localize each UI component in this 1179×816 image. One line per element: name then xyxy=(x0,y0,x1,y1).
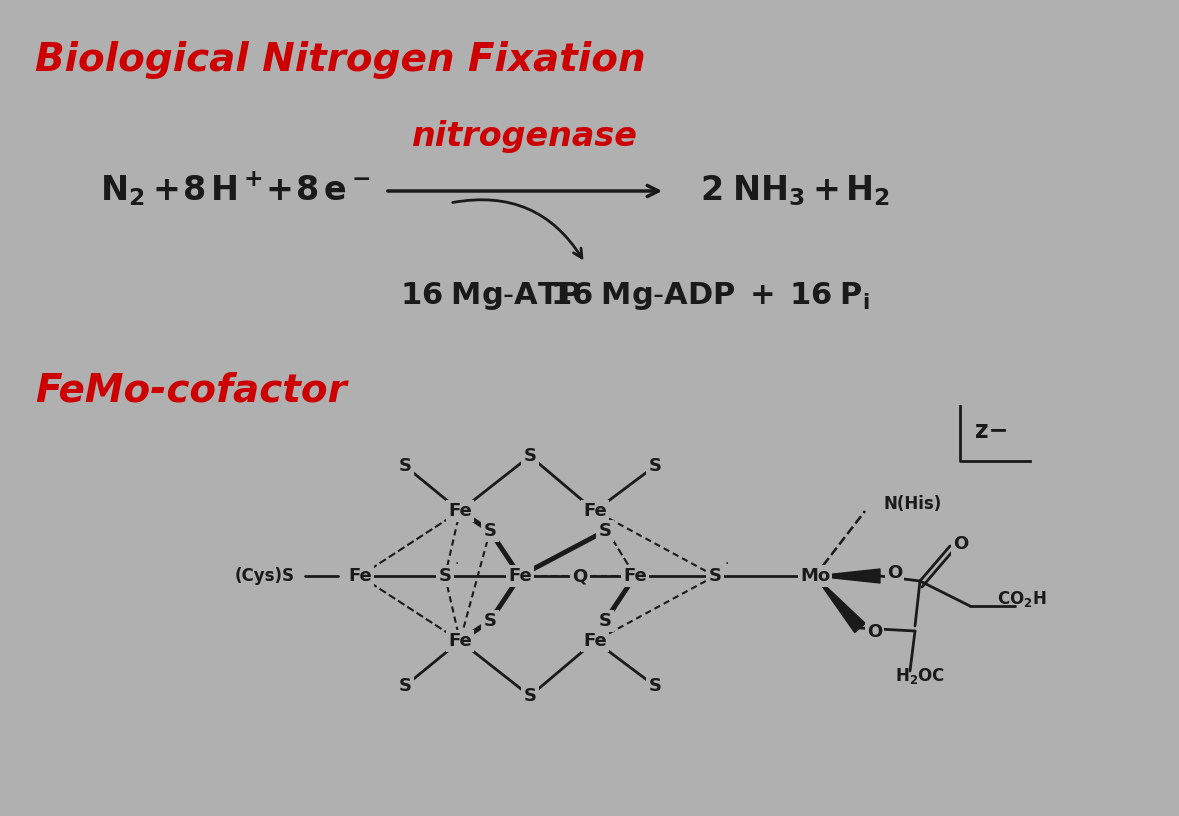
Polygon shape xyxy=(815,569,880,583)
Text: Fe: Fe xyxy=(584,502,607,520)
Text: S: S xyxy=(399,457,411,475)
Text: $\mathbf{H_2OC}$: $\mathbf{H_2OC}$ xyxy=(895,666,946,686)
Text: $\mathbf{8\,H^+}$: $\mathbf{8\,H^+}$ xyxy=(182,175,263,207)
Text: $\mathbf{H_2}$: $\mathbf{H_2}$ xyxy=(845,174,889,208)
Text: Fe: Fe xyxy=(448,632,472,650)
Text: $\mathbf{16\;Mg\text{-}ADP\;+\;16\;P_i}$: $\mathbf{16\;Mg\text{-}ADP\;+\;16\;P_i}$ xyxy=(549,280,870,312)
Text: S: S xyxy=(648,457,661,475)
Text: $\mathbf{+}$: $\mathbf{+}$ xyxy=(152,175,178,207)
Text: Fe: Fe xyxy=(624,567,647,585)
Text: S: S xyxy=(648,677,661,695)
FancyArrowPatch shape xyxy=(453,200,582,258)
Text: FeMo-cofactor: FeMo-cofactor xyxy=(35,371,347,409)
Text: $\mathbf{+}$: $\mathbf{+}$ xyxy=(812,175,838,207)
Text: S: S xyxy=(523,687,536,705)
Text: $\mathbf{8\,e^-}$: $\mathbf{8\,e^-}$ xyxy=(295,175,370,207)
Text: S: S xyxy=(599,612,612,630)
Text: Biological Nitrogen Fixation: Biological Nitrogen Fixation xyxy=(35,41,646,79)
Text: ·: · xyxy=(455,557,459,571)
Text: S: S xyxy=(439,567,452,585)
Text: ·: · xyxy=(725,557,729,571)
Text: Fe: Fe xyxy=(448,502,472,520)
Text: S: S xyxy=(399,677,411,695)
Text: S: S xyxy=(709,567,722,585)
Text: S: S xyxy=(483,522,496,540)
Text: S: S xyxy=(523,447,536,465)
Text: S: S xyxy=(483,612,496,630)
Text: Mo: Mo xyxy=(799,567,830,585)
Text: Fe: Fe xyxy=(508,567,532,585)
Text: (Cys)S: (Cys)S xyxy=(235,567,295,585)
Text: $\mathbf{N_2}$: $\mathbf{N_2}$ xyxy=(100,174,145,208)
Text: $\mathbf{2\;NH_3}$: $\mathbf{2\;NH_3}$ xyxy=(700,174,805,208)
Text: O: O xyxy=(867,623,882,641)
Text: O: O xyxy=(953,535,968,553)
Text: $\mathbf{16\;Mg\text{-}ATP}$: $\mathbf{16\;Mg\text{-}ATP}$ xyxy=(400,280,581,312)
Text: Fe: Fe xyxy=(348,567,371,585)
Text: z−: z− xyxy=(975,419,1008,443)
Polygon shape xyxy=(815,576,865,632)
Text: $\mathbf{+}$: $\mathbf{+}$ xyxy=(265,175,291,207)
Text: Fe: Fe xyxy=(584,632,607,650)
Text: Q: Q xyxy=(572,567,587,585)
Text: $\mathbf{CO_2H}$: $\mathbf{CO_2H}$ xyxy=(997,589,1047,609)
Text: O: O xyxy=(887,564,902,582)
Text: nitrogenase: nitrogenase xyxy=(413,120,638,153)
Text: N(His): N(His) xyxy=(883,495,941,513)
Text: S: S xyxy=(599,522,612,540)
